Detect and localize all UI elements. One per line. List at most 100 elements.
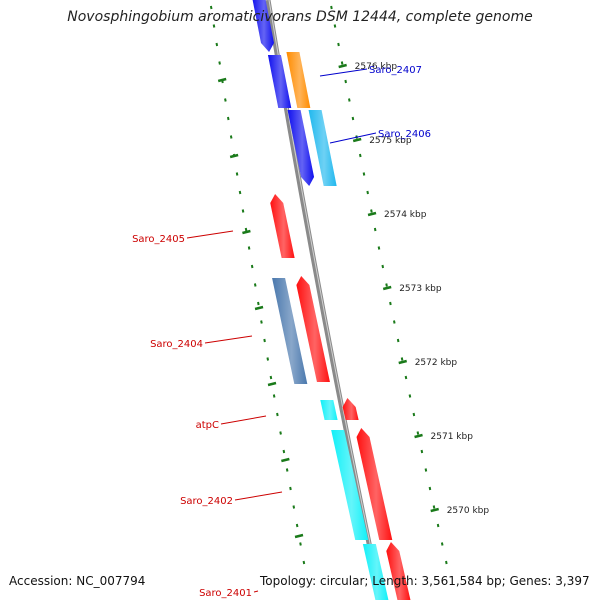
minor-tick-inner: [218, 61, 221, 65]
minor-tick-inner: [244, 227, 248, 232]
minor-tick-inner: [257, 301, 260, 306]
minor-tick-outer: [358, 153, 362, 158]
minor-tick-outer: [440, 542, 444, 546]
tick-label: 2574 kbp: [384, 210, 427, 220]
gene-feature-blue: [287, 110, 315, 186]
minor-tick-outer: [348, 98, 351, 102]
minor-tick-inner: [289, 486, 292, 491]
accession-text: Accession: NC_007794: [9, 574, 146, 588]
gene-label-leader: [220, 415, 267, 425]
minor-tick-inner: [269, 375, 273, 380]
minor-tick-inner: [209, 5, 213, 10]
minor-tick-outer: [436, 523, 440, 528]
minor-tick-outer: [428, 486, 432, 491]
gene-label-leader: [204, 335, 253, 344]
major-tick-inner: [281, 457, 290, 463]
minor-tick-outer: [377, 246, 381, 250]
gene-label-leader: [234, 491, 283, 501]
minor-tick-outer: [408, 394, 412, 398]
minor-tick-inner: [276, 412, 279, 417]
minor-tick-inner: [241, 209, 245, 213]
gene-feature-orange: [286, 52, 311, 108]
minor-tick-outer: [337, 42, 340, 47]
minor-tick-outer: [424, 468, 428, 472]
minor-tick-inner: [285, 468, 289, 472]
minor-tick-outer: [373, 227, 377, 232]
major-tick-inner: [254, 305, 264, 311]
tick-label: 2576 kbp: [355, 62, 398, 72]
gene-label: atpC: [196, 420, 219, 431]
major-tick-inner: [242, 229, 251, 235]
major-tick: [430, 507, 440, 513]
gene-label-leader: [329, 132, 377, 144]
minor-tick-outer: [370, 209, 373, 213]
tick-label: 2570 kbp: [447, 506, 490, 516]
gene-feature-red: [270, 194, 295, 258]
major-tick: [382, 285, 392, 291]
major-tick: [338, 63, 347, 69]
minor-tick-inner: [215, 42, 219, 47]
gene-label-leader: [186, 230, 234, 239]
minor-tick-outer: [381, 264, 385, 269]
gene-label: Saro_2404: [150, 339, 203, 350]
minor-tick-inner: [263, 338, 266, 343]
minor-tick-outer: [392, 320, 396, 324]
minor-tick-outer: [330, 5, 333, 10]
minor-tick-inner: [282, 449, 286, 454]
gene-feature-red: [386, 542, 411, 600]
minor-tick-inner: [272, 394, 276, 398]
gene-feature-red: [356, 428, 393, 540]
minor-tick-outer: [344, 79, 347, 84]
minor-tick-inner: [247, 246, 251, 250]
tick-label: 2573 kbp: [399, 284, 442, 294]
minor-tick-inner: [279, 431, 282, 435]
minor-tick-outer: [412, 412, 416, 417]
tick-label: 2571 kbp: [431, 432, 474, 442]
minor-tick-inner: [260, 320, 263, 324]
minor-tick-inner: [250, 264, 254, 269]
minor-tick-outer: [416, 431, 420, 435]
minor-tick-inner: [238, 190, 242, 195]
minor-tick-outer: [404, 375, 408, 380]
topology-summary-text: Topology: circular; Length: 3,561,584 bp…: [260, 574, 590, 588]
genome-title: Novosphingobium aromaticivorans DSM 1244…: [67, 9, 533, 25]
minor-tick-inner: [299, 542, 302, 546]
minor-tick-outer: [432, 505, 436, 509]
gene-feature-lightblue: [308, 110, 337, 186]
minor-tick-outer: [420, 449, 424, 454]
minor-tick-outer: [396, 338, 400, 343]
minor-tick-inner: [266, 357, 270, 361]
minor-tick-inner: [212, 24, 216, 28]
gene-feature-cyan: [331, 430, 369, 540]
minor-tick-outer: [366, 190, 369, 195]
gene-feature-blue: [267, 55, 292, 108]
major-tick-inner: [229, 153, 239, 159]
minor-tick-outer: [340, 61, 344, 65]
minor-tick-outer: [333, 24, 337, 28]
minor-tick-outer: [400, 357, 404, 361]
major-tick: [352, 137, 362, 143]
gene-feature-cyan: [362, 544, 389, 600]
gene-label: Saro_2405: [132, 234, 185, 245]
gene-label-leader: [319, 68, 368, 77]
minor-tick-inner: [229, 135, 233, 139]
gene-label: Saro_2402: [180, 496, 233, 507]
gene-label: Saro_2406: [378, 129, 431, 140]
gene-label: Saro_2407: [369, 65, 422, 76]
major-tick-inner: [217, 77, 227, 83]
tick-label: 2575 kbp: [369, 136, 412, 146]
minor-tick-outer: [385, 283, 388, 287]
gene-feature-blue: [252, 0, 275, 52]
tick-label: 2572 kbp: [415, 358, 458, 368]
minor-tick-outer: [362, 172, 366, 176]
major-tick: [414, 433, 423, 439]
major-tick: [398, 359, 408, 365]
minor-tick-inner: [302, 560, 306, 565]
minor-tick-outer: [389, 301, 392, 306]
major-tick-inner: [267, 381, 277, 387]
minor-tick-inner: [295, 523, 299, 528]
minor-tick-inner: [292, 505, 296, 509]
gene-label-leader: [253, 590, 259, 593]
